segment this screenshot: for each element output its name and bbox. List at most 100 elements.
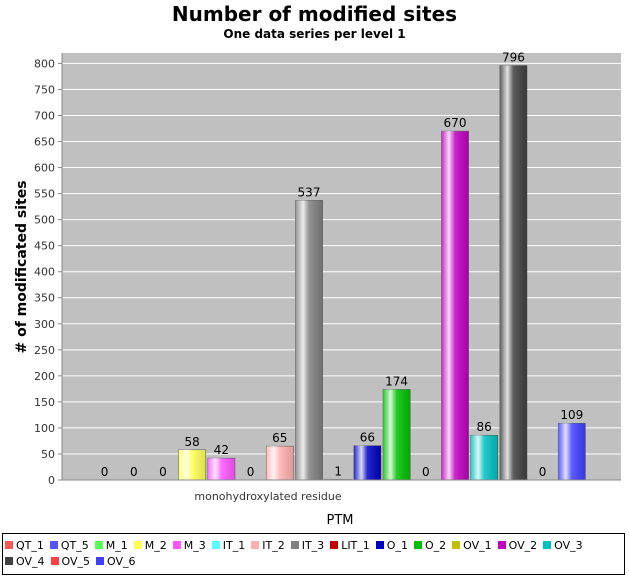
y-tick-label: 800 <box>34 57 55 70</box>
data-label: 86 <box>477 420 492 434</box>
legend-label: OV_5 <box>61 555 91 568</box>
legend-label: M_2 <box>144 539 167 552</box>
legend-swatch <box>50 557 59 565</box>
y-tick-label: 700 <box>34 109 55 122</box>
legend-swatch <box>133 541 142 549</box>
legend-item: M_3 <box>172 538 206 554</box>
bar-highlight <box>470 435 498 480</box>
legend-item: OV_6 <box>96 554 136 570</box>
bar-highlight <box>266 446 294 480</box>
x-axis-label: PTM <box>327 513 354 528</box>
data-label: 66 <box>360 431 375 445</box>
data-label: 1 <box>334 464 342 478</box>
y-tick-label: 250 <box>34 344 55 357</box>
data-label: 0 <box>159 465 167 479</box>
legend-swatch <box>290 541 299 549</box>
y-tick-label: 650 <box>34 136 55 149</box>
y-tick-label: 200 <box>34 370 55 383</box>
data-label: 174 <box>385 374 408 388</box>
legend-label: IT_1 <box>222 539 246 552</box>
y-tick-label: 450 <box>34 240 55 253</box>
legend-swatch <box>543 541 552 549</box>
chart-plot: 0 0 0 58 42 0 65 537 1 66 174 0 670 86 796 0 109 0 50 100 1… <box>14 50 621 528</box>
legend-item: M_2 <box>133 538 167 554</box>
legend-swatch <box>49 541 58 549</box>
legend-item: OV_5 <box>50 554 91 570</box>
legend-item: OV_4 <box>5 554 45 570</box>
y-tick-label: 50 <box>41 448 55 461</box>
legend-label: QT_5 <box>60 539 89 552</box>
y-tick-label: 550 <box>34 188 55 201</box>
bar-highlight <box>383 389 411 480</box>
y-axis-label: # of modificated sites <box>14 180 30 353</box>
legend-label: M_3 <box>183 539 206 552</box>
data-label: 0 <box>130 465 138 479</box>
legend-swatch <box>330 541 339 549</box>
y-tick-label: 600 <box>34 162 55 175</box>
data-label: 0 <box>422 465 430 479</box>
legend-swatch <box>211 541 220 549</box>
legend-item: O_1 <box>375 538 408 554</box>
legend-label: OV_3 <box>554 539 583 552</box>
data-label: 109 <box>560 408 583 422</box>
legend-item: IT_2 <box>251 538 285 554</box>
legend-label: OV_4 <box>16 555 45 568</box>
legend-swatch <box>94 541 103 549</box>
data-label: 670 <box>444 116 467 130</box>
legend-item: O_2 <box>413 538 447 554</box>
bar-highlight <box>499 65 527 480</box>
x-tick-label: monohydroxylated residue <box>194 490 341 503</box>
data-label: 0 <box>101 465 109 479</box>
plot-background <box>62 53 621 480</box>
y-tick-label: 300 <box>34 318 55 331</box>
bar-highlight <box>178 449 206 480</box>
legend-swatch <box>251 541 260 549</box>
legend-label: O_2 <box>424 539 447 552</box>
legend-swatch <box>497 541 506 549</box>
bar-highlight <box>353 445 381 480</box>
y-tick-label: 400 <box>34 266 55 279</box>
legend-item: QT_5 <box>49 538 89 554</box>
legend-swatch <box>96 557 104 565</box>
legend-item: LIT_1 <box>330 538 370 554</box>
legend-label: IT_2 <box>262 539 285 552</box>
legend-swatch <box>5 541 13 549</box>
bars: 0 0 0 58 42 0 65 537 1 66 174 0 670 86 796 0 109 <box>101 50 586 481</box>
bar-highlight <box>207 458 235 480</box>
legend-item: M_1 <box>94 538 128 554</box>
data-label: 0 <box>539 465 547 479</box>
grid-lines <box>62 62 621 455</box>
bar-highlight <box>441 131 469 481</box>
legend-item: QT_1 <box>5 538 44 554</box>
legend: QT_1 QT_5 M_1 M_2 M_3 IT_1 IT_2 IT_3 LIT_1 O_1 O_2… <box>2 533 625 575</box>
legend-label: QT_1 <box>16 539 44 552</box>
legend-swatch <box>413 541 422 549</box>
legend-label: OV_1 <box>463 539 492 552</box>
legend-label: LIT_1 <box>341 539 370 552</box>
legend-swatch <box>5 557 13 565</box>
y-tick-label: 150 <box>34 396 55 409</box>
legend-item: OV_2 <box>497 538 537 554</box>
chart-subtitle: One data series per level 1 <box>223 27 406 41</box>
legend-item: IT_3 <box>290 538 325 554</box>
data-label: 796 <box>502 50 525 64</box>
legend-swatch <box>172 541 181 549</box>
legend-swatch <box>452 541 461 549</box>
bar-highlight <box>558 423 586 480</box>
legend-item: IT_1 <box>211 538 246 554</box>
legend-item: OV_1 <box>452 538 492 554</box>
y-tick-label: 100 <box>34 422 55 435</box>
data-label: 65 <box>272 431 287 445</box>
y-tick-label: 500 <box>34 214 55 227</box>
data-label: 537 <box>298 185 321 199</box>
legend-label: OV_6 <box>107 555 136 568</box>
data-label: 42 <box>214 443 229 457</box>
y-tick-label: 750 <box>34 83 55 96</box>
legend-item: OV_3 <box>543 538 583 554</box>
legend-swatch <box>375 541 384 549</box>
data-label: 0 <box>247 465 255 479</box>
legend-label: IT_3 <box>301 539 325 552</box>
legend-label: O_1 <box>386 539 408 552</box>
y-tick-label: 350 <box>34 292 55 305</box>
axes: 0501001502002503003504004505005506006507… <box>34 53 621 503</box>
